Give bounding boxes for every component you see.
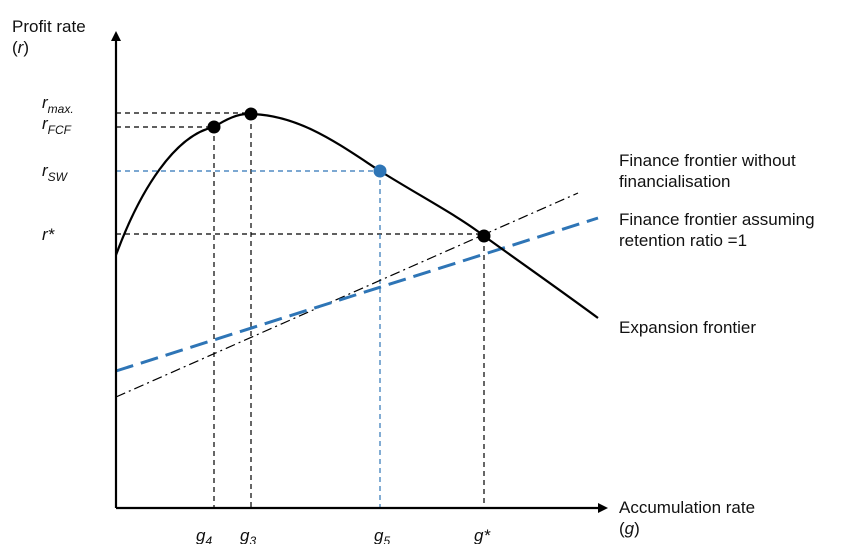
- y-axis-title-line1: Profit rate: [12, 17, 86, 36]
- finance-frontier-retention-line: [115, 216, 599, 373]
- finance-frontier-retention-line1: Finance frontier assuming: [619, 210, 815, 229]
- expansion-frontier-curve: [114, 112, 599, 319]
- y-axis-title: Profit rate (r): [12, 16, 86, 58]
- x-axis-title-line2-symbol: g: [624, 519, 635, 538]
- label-g5: g5: [374, 526, 390, 544]
- label-g3: g3: [240, 526, 256, 544]
- label-g-star: g*: [474, 526, 491, 544]
- expansion-frontier-text: Expansion frontier: [619, 318, 757, 337]
- label-r-fcf: rFCF: [42, 114, 72, 137]
- label-r-sw: rSW: [42, 161, 69, 184]
- x-axis-title: Accumulation rate (g): [619, 497, 755, 539]
- expansion-frontier-label: Expansion frontier: [619, 317, 756, 338]
- finance-frontier-without-financialisation-label: Finance frontier without financialisatio…: [619, 150, 796, 192]
- x-axis-title-line2: (g): [619, 519, 640, 538]
- finance-frontier-no-fin-line2: financialisation: [619, 172, 731, 191]
- finance-frontier-no-fin-line1: Finance frontier without: [619, 151, 796, 170]
- finance-frontier-retention-label: Finance frontier assuming retention rati…: [619, 209, 815, 251]
- point-rfcf-g4: [207, 120, 221, 134]
- point-rstar-gstar: [477, 229, 491, 243]
- finance-frontier-without-financialisation-line: [115, 192, 579, 398]
- label-r-max: rmax.: [42, 93, 74, 116]
- point-rsw-g5: [373, 164, 387, 178]
- label-r-star: r*: [42, 225, 56, 244]
- y-axis-title-line2: (r): [12, 38, 30, 57]
- label-g4: g4: [196, 526, 212, 544]
- point-rmax-g3: [244, 107, 258, 121]
- y-axis-title-line2-symbol: r: [17, 38, 24, 57]
- finance-frontier-retention-line2: retention ratio =1: [619, 231, 748, 250]
- x-axis-title-line1: Accumulation rate: [619, 498, 756, 517]
